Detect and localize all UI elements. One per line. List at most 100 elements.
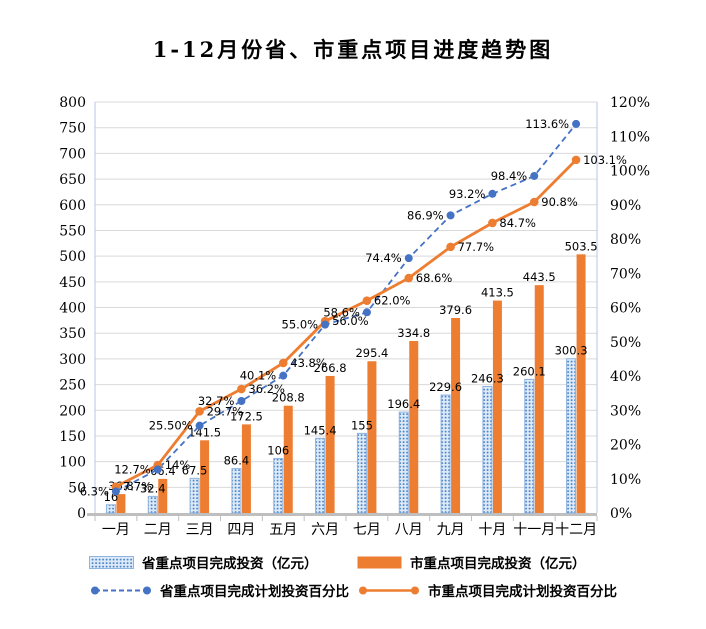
left-axis-tick-label: 0 bbox=[77, 506, 86, 522]
city-line-label: 56.0% bbox=[332, 314, 369, 328]
province-bar bbox=[273, 458, 284, 514]
province-bar-label: 229.6 bbox=[429, 380, 462, 394]
province-line-marker bbox=[111, 487, 120, 496]
city-line-label: 103.1% bbox=[583, 153, 627, 167]
right-axis-tick-label: 40% bbox=[610, 369, 641, 385]
city-bar-label: 413.5 bbox=[481, 286, 514, 300]
left-axis-tick-label: 450 bbox=[59, 275, 86, 291]
city-line-label: 90.8% bbox=[541, 195, 578, 209]
category-label: 六月 bbox=[311, 522, 339, 538]
category-label: 十一月 bbox=[513, 522, 555, 538]
city-bar bbox=[576, 254, 586, 513]
legend-label: 省重点项目完成计划投资百分比 bbox=[160, 584, 349, 600]
province-line-label: 40.1% bbox=[240, 369, 277, 383]
province-bar-label: 246.3 bbox=[471, 371, 504, 385]
left-axis-tick-label: 350 bbox=[59, 326, 86, 342]
province-line-marker bbox=[572, 119, 581, 128]
category-label: 八月 bbox=[395, 522, 423, 538]
city-bar-swatch-icon bbox=[357, 556, 402, 568]
city-bar bbox=[158, 478, 168, 513]
category-label: 十二月 bbox=[555, 522, 597, 538]
province-bar-label: 196.4 bbox=[387, 397, 420, 411]
legend-label: 市重点项目完成计划投资百分比 bbox=[428, 584, 617, 600]
city-line-marker bbox=[529, 197, 539, 207]
city-line-marker bbox=[488, 218, 497, 228]
province-bar-label: 67.5 bbox=[182, 463, 208, 477]
right-axis-tick-label: 90% bbox=[610, 198, 641, 214]
city-bar bbox=[241, 424, 251, 513]
city-line-marker bbox=[278, 358, 288, 368]
right-axis-tick-label: 110% bbox=[610, 129, 650, 145]
city-bar bbox=[492, 300, 502, 513]
left-axis-tick-label: 100 bbox=[59, 455, 86, 471]
right-axis-tick-label: 0% bbox=[610, 506, 632, 522]
province-bar bbox=[147, 495, 158, 514]
city-bar bbox=[116, 494, 126, 513]
category-label: 四月 bbox=[227, 522, 255, 538]
province-line-marker bbox=[279, 371, 288, 380]
province-line-swatch-icon bbox=[91, 586, 151, 594]
province-line-marker bbox=[321, 320, 330, 329]
city-line-marker bbox=[362, 296, 372, 305]
province-line-label: 113.6% bbox=[525, 117, 569, 131]
left-axis-tick-label: 800 bbox=[59, 95, 86, 111]
province-bar-label: 155 bbox=[351, 418, 373, 432]
legend-item-city-line: 市重点项目完成计划投资百分比 bbox=[356, 580, 617, 600]
left-axis-tick-label: 400 bbox=[59, 301, 86, 317]
province-bar bbox=[315, 437, 326, 514]
x-axis-line bbox=[87, 513, 597, 516]
province-bar-swatch-icon bbox=[89, 555, 134, 569]
city-line-label: 36.2% bbox=[248, 382, 285, 396]
category-label: 三月 bbox=[186, 522, 214, 538]
right-axis-tick-label: 70% bbox=[610, 266, 641, 282]
right-axis-tick-label: 120% bbox=[610, 95, 650, 111]
city-line-marker bbox=[195, 406, 204, 416]
legend-label: 省重点项目完成投资（亿元） bbox=[142, 556, 318, 572]
province-bar bbox=[398, 411, 409, 514]
province-bar-label: 106 bbox=[267, 444, 289, 458]
province-line-label: 98.4% bbox=[491, 169, 528, 183]
city-bar bbox=[200, 440, 210, 513]
province-bar-label: 145.4 bbox=[304, 423, 337, 437]
city-line bbox=[115, 158, 578, 488]
category-label: 九月 bbox=[437, 522, 465, 538]
left-axis-tick-label: 700 bbox=[59, 146, 86, 162]
right-axis-tick-label: 10% bbox=[610, 472, 641, 488]
city-line-label: 84.7% bbox=[499, 216, 536, 230]
province-line-label: 25.50% bbox=[149, 419, 193, 433]
city-bar bbox=[451, 317, 461, 513]
province-bar bbox=[440, 394, 451, 514]
province-line-marker bbox=[362, 308, 371, 317]
city-line-label: 62.0% bbox=[374, 294, 411, 308]
city-line-label: 7.7% bbox=[123, 480, 152, 494]
city-line-label: 68.6% bbox=[416, 271, 453, 285]
city-bar-label: 295.4 bbox=[355, 346, 388, 360]
province-bar-label: 86.4 bbox=[224, 454, 250, 468]
category-label: 五月 bbox=[269, 522, 297, 538]
left-axis-tick-label: 50 bbox=[68, 480, 86, 496]
left-axis-tick-label: 750 bbox=[59, 121, 86, 137]
city-line-label: 43.8% bbox=[290, 356, 327, 370]
province-bar-label: 260.1 bbox=[513, 364, 546, 378]
city-bar bbox=[283, 405, 293, 513]
province-line-marker bbox=[446, 211, 455, 220]
right-axis-tick-label: 80% bbox=[610, 232, 641, 248]
province-line-marker bbox=[488, 189, 497, 198]
right-axis-tick-label: 50% bbox=[610, 335, 641, 351]
city-bar bbox=[534, 285, 544, 513]
city-line-marker bbox=[446, 242, 455, 252]
province-line-label: 58.6% bbox=[323, 305, 360, 319]
category-label: 十月 bbox=[478, 522, 506, 538]
legend-item-city-bar: 市重点项目完成投资（亿元） bbox=[356, 552, 617, 572]
province-bar bbox=[482, 385, 493, 514]
province-bar bbox=[231, 468, 242, 514]
left-axis-tick-label: 300 bbox=[59, 352, 86, 368]
province-line-label: 93.2% bbox=[449, 187, 486, 201]
city-bar bbox=[409, 340, 419, 513]
city-bar bbox=[325, 375, 335, 513]
chart-title: 1-12月份省、市重点项目进度趋势图 bbox=[152, 37, 554, 62]
city-bar-label: 334.8 bbox=[397, 326, 430, 340]
province-bar bbox=[189, 477, 200, 514]
city-bar-label: 443.5 bbox=[523, 270, 556, 284]
